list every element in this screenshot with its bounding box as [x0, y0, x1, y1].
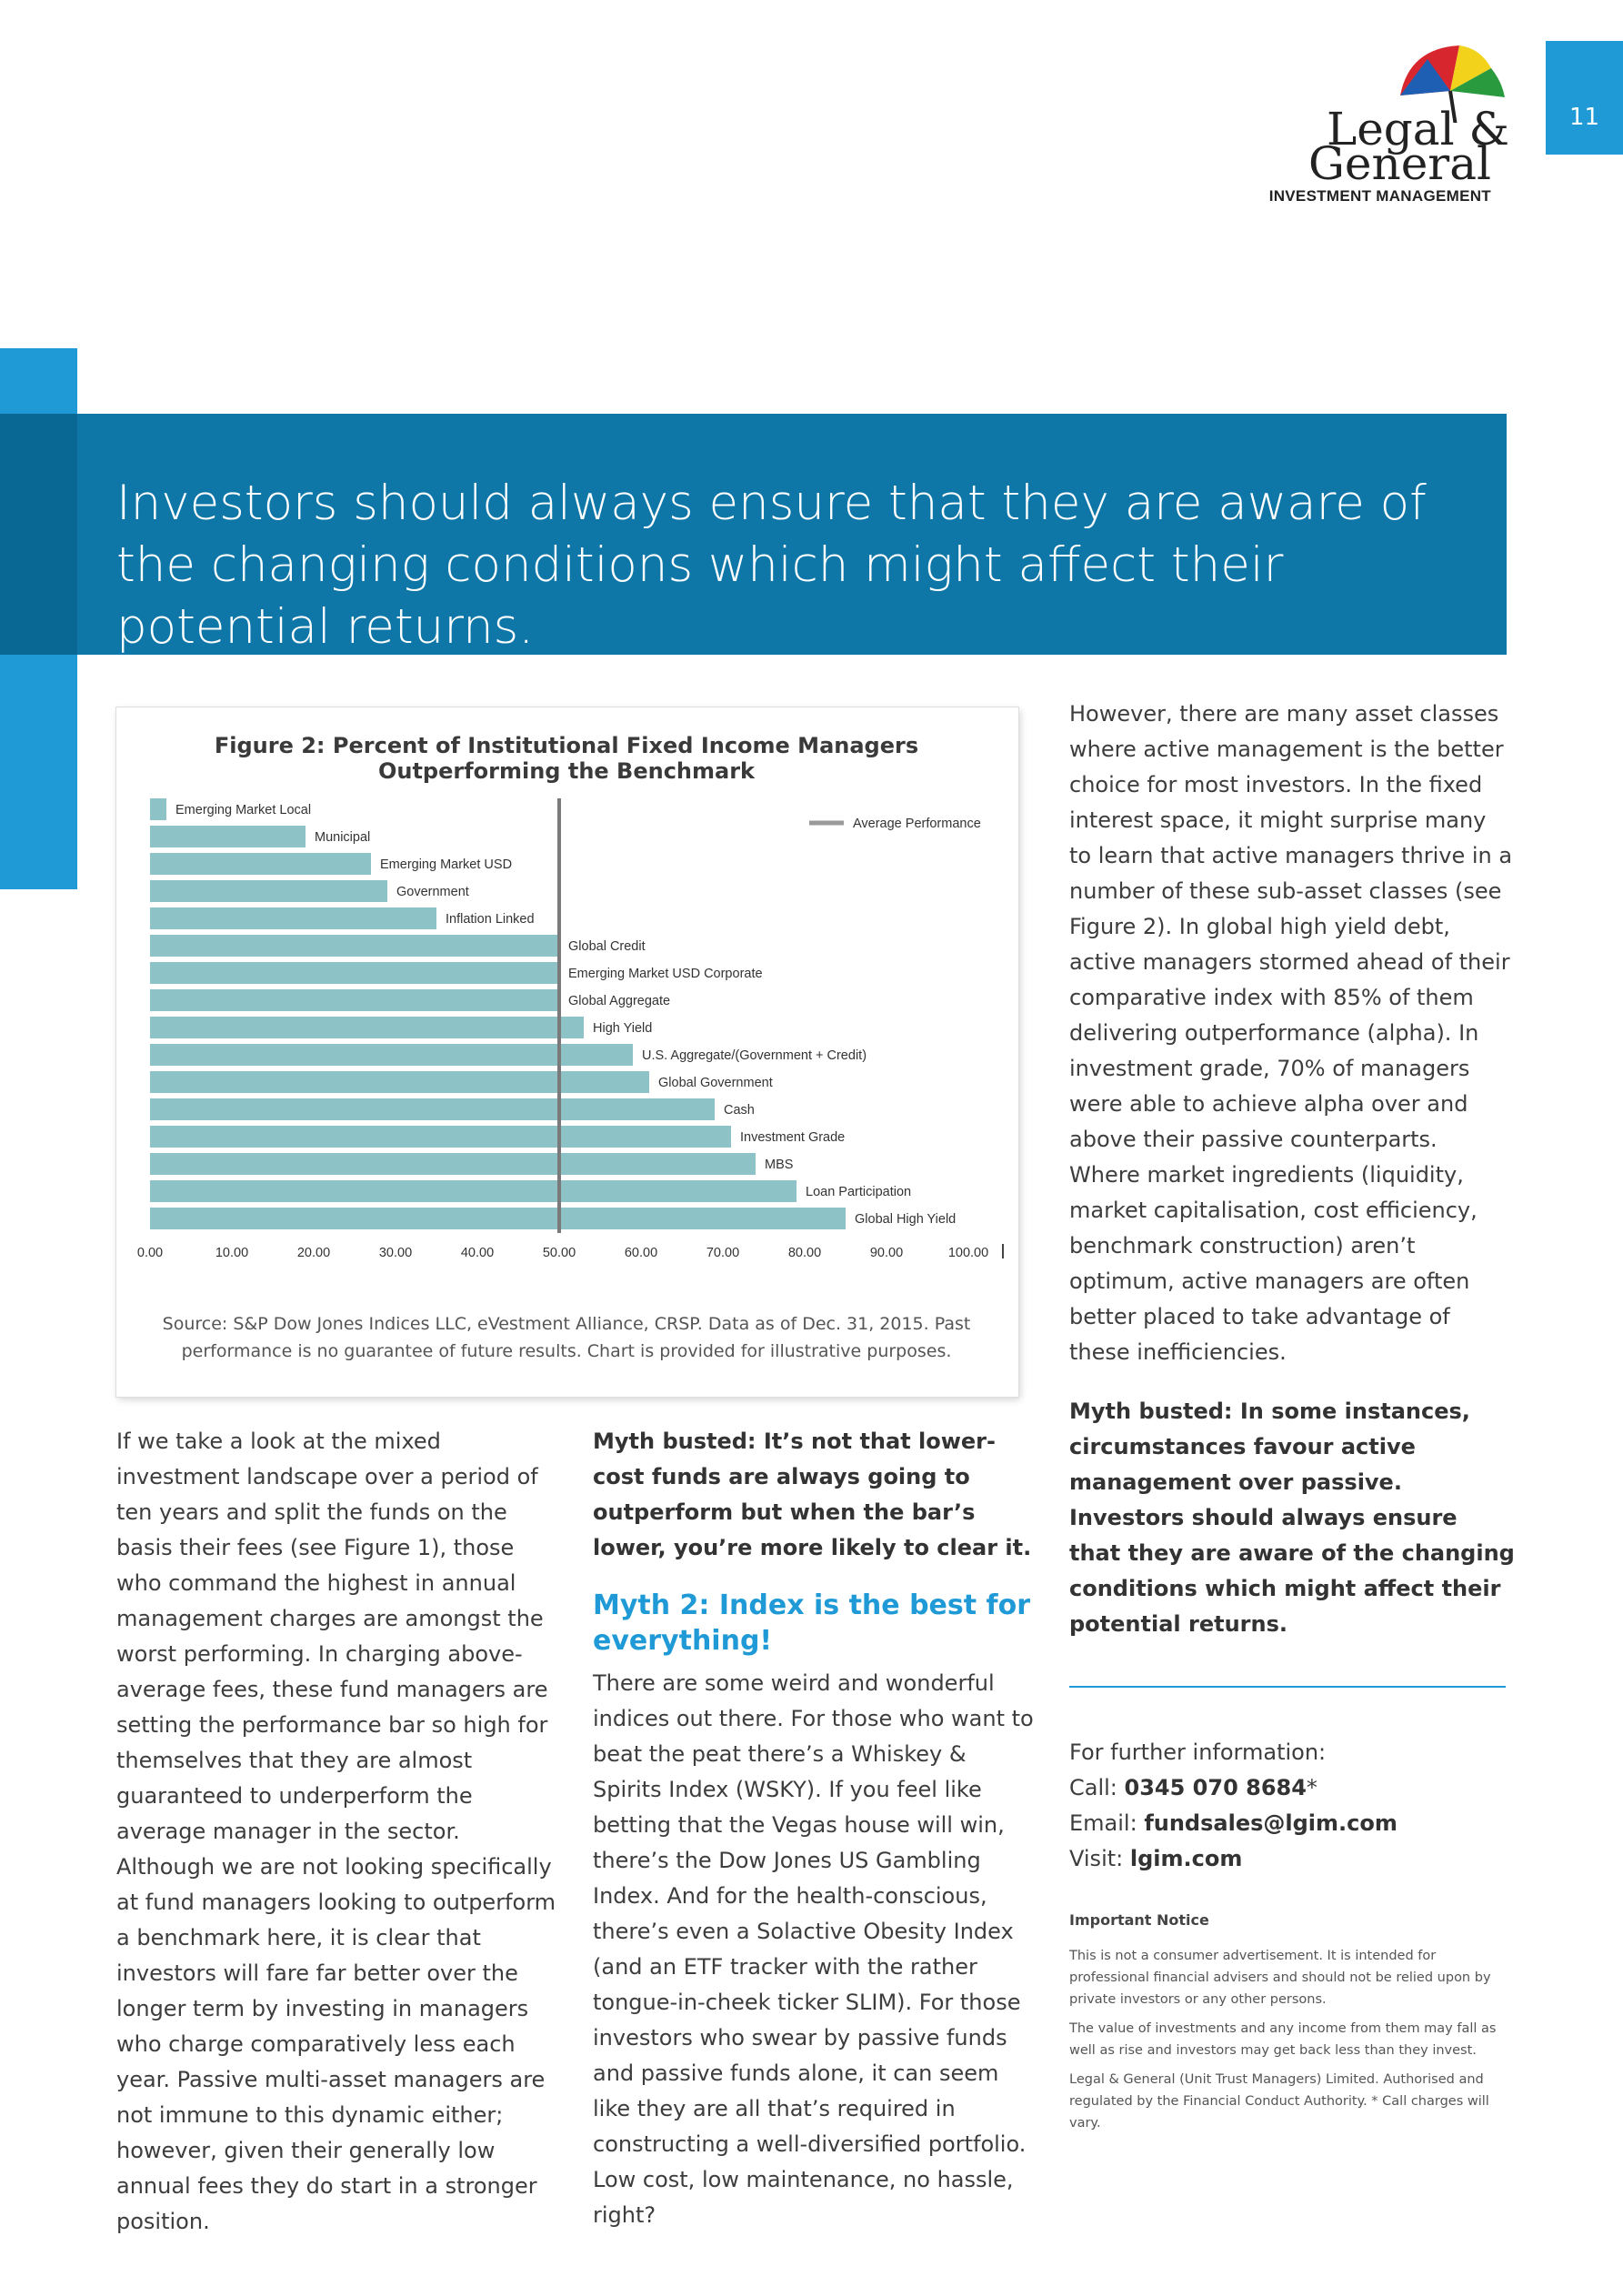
notice-text-1: This is not a consumer advertisement. It…	[1069, 1949, 1491, 2007]
logo-line1: Legal &	[1326, 103, 1509, 155]
bar-11	[150, 1098, 715, 1120]
col3-paragraph: However, there are many asset classes wh…	[1069, 701, 1513, 1365]
bar-label-6: Emerging Market USD Corporate	[568, 967, 763, 981]
bar-label-2: Emerging Market USD	[380, 857, 512, 872]
legend-label: Average Performance	[853, 817, 981, 831]
logo-line2: General	[1307, 137, 1491, 190]
bar-15	[150, 1208, 846, 1229]
bar-2	[150, 853, 371, 875]
bar-9	[150, 1044, 633, 1066]
x-tick-label-4: 40.00	[461, 1246, 494, 1260]
chart-title: Figure 2: Percent of Institutional Fixed…	[116, 733, 1017, 784]
bar-label-7: Global Aggregate	[568, 994, 670, 1008]
bar-0	[150, 798, 166, 820]
col1-paragraph: If we take a look at the mixed investmen…	[116, 1429, 556, 2234]
bar-label-1: Municipal	[315, 830, 370, 845]
bar-8	[150, 1017, 584, 1038]
bar-13	[150, 1153, 756, 1175]
column-1: If we take a look at the mixed investmen…	[116, 1424, 562, 2240]
myth2-busted: Myth busted: In some instances, circumst…	[1069, 1399, 1515, 1637]
bar-7	[150, 989, 559, 1011]
x-tick-label-6: 60.00	[625, 1246, 657, 1260]
bar-label-3: Government	[396, 885, 469, 899]
website-link[interactable]: lgim.com	[1129, 1846, 1243, 1871]
accent-bar-top	[0, 348, 77, 414]
bar-label-11: Cash	[724, 1103, 755, 1118]
bar-6	[150, 962, 559, 984]
bar-label-5: Global Credit	[568, 939, 646, 954]
chart-source: Source: S&P Dow Jones Indices LLC, eVest…	[162, 1314, 971, 1361]
myth1-busted: Myth busted: It’s not that lower-cost fu…	[593, 1429, 1032, 1560]
bar-14	[150, 1180, 796, 1202]
bar-label-9: U.S. Aggregate/(Government + Credit)	[642, 1048, 867, 1063]
x-tick-label-7: 70.00	[706, 1246, 739, 1260]
bar-label-15: Global High Yield	[855, 1212, 956, 1227]
email-line: Email: fundsales@lgim.com	[1069, 1806, 1515, 1841]
banner-quote: Investors should always ensure that they…	[116, 476, 1427, 655]
call-line: Call: 0345 070 8684*	[1069, 1770, 1515, 1806]
column-2: Myth busted: It’s not that lower-cost fu…	[593, 1424, 1038, 2233]
visit-line: Visit: lgim.com	[1069, 1841, 1515, 1877]
x-tick-label-10: 100.00	[948, 1246, 988, 1260]
bar-label-10: Global Government	[658, 1076, 773, 1090]
bar-chart: Emerging Market Local Municipal Emerging M…	[137, 798, 1004, 1260]
figure-card: Figure 2: Percent of Institutional Fixed…	[116, 707, 1018, 1397]
phone-number[interactable]: 0345 070 8684	[1124, 1775, 1307, 1800]
column-3: However, there are many asset classes wh…	[1069, 697, 1515, 2134]
bar-10	[150, 1071, 649, 1093]
call-label: Call:	[1069, 1775, 1125, 1800]
logo-subtitle: INVESTMENT MANAGEMENT	[1268, 187, 1491, 205]
notice-heading: Important Notice	[1069, 1911, 1209, 1929]
umbrella-icon	[1400, 45, 1505, 123]
x-tick-label-9: 90.00	[870, 1246, 903, 1260]
bar-label-4: Inflation Linked	[446, 912, 535, 927]
x-tick-label-1: 10.00	[215, 1246, 248, 1260]
banner	[0, 414, 1507, 655]
accent-bar-bottom	[0, 655, 77, 889]
page-number: 11	[1568, 104, 1600, 131]
x-tick-label-3: 30.00	[379, 1246, 412, 1260]
myth2-heading: Myth 2: Index is the best for everything…	[593, 1589, 1030, 1657]
col2-paragraph: There are some weird and wonderful indic…	[593, 1670, 1034, 2228]
email-label: Email:	[1069, 1810, 1145, 1836]
bar-5	[150, 935, 559, 957]
divider	[1069, 1686, 1506, 1688]
notice-text-3: Legal & General (Unit Trust Managers) Li…	[1069, 2072, 1489, 2131]
call-suffix: *	[1306, 1775, 1317, 1800]
x-tick-label-5: 50.00	[543, 1246, 576, 1260]
email-link[interactable]: fundsales@lgim.com	[1144, 1810, 1398, 1836]
visit-label: Visit:	[1069, 1846, 1130, 1871]
page-number-tab: 11	[1546, 41, 1623, 155]
bar-label-14: Loan Participation	[806, 1185, 911, 1199]
bar-label-8: High Yield	[593, 1021, 652, 1036]
bar-3	[150, 880, 387, 902]
chart-title-line1: Figure 2: Percent of Institutional Fixed…	[214, 733, 919, 758]
x-tick-label-8: 80.00	[788, 1246, 821, 1260]
x-tick-label-0: 0.00	[137, 1246, 163, 1260]
bar-12	[150, 1126, 731, 1148]
further-info-label: For further information:	[1069, 1740, 1327, 1765]
chart-title-line2: Outperforming the Benchmark	[377, 758, 756, 784]
notice-text-2: The value of investments and any income …	[1069, 2021, 1497, 2058]
bar-1	[150, 826, 306, 847]
bar-label-12: Investment Grade	[740, 1130, 845, 1145]
bar-4	[150, 907, 436, 929]
banner-left-accent	[0, 414, 77, 655]
company-logo: Legal & General INVESTMENT MANAGEMENT	[1264, 41, 1509, 214]
bar-label-0: Emerging Market Local	[175, 803, 311, 817]
bar-label-13: MBS	[765, 1158, 793, 1172]
x-tick-label-2: 20.00	[297, 1246, 330, 1260]
